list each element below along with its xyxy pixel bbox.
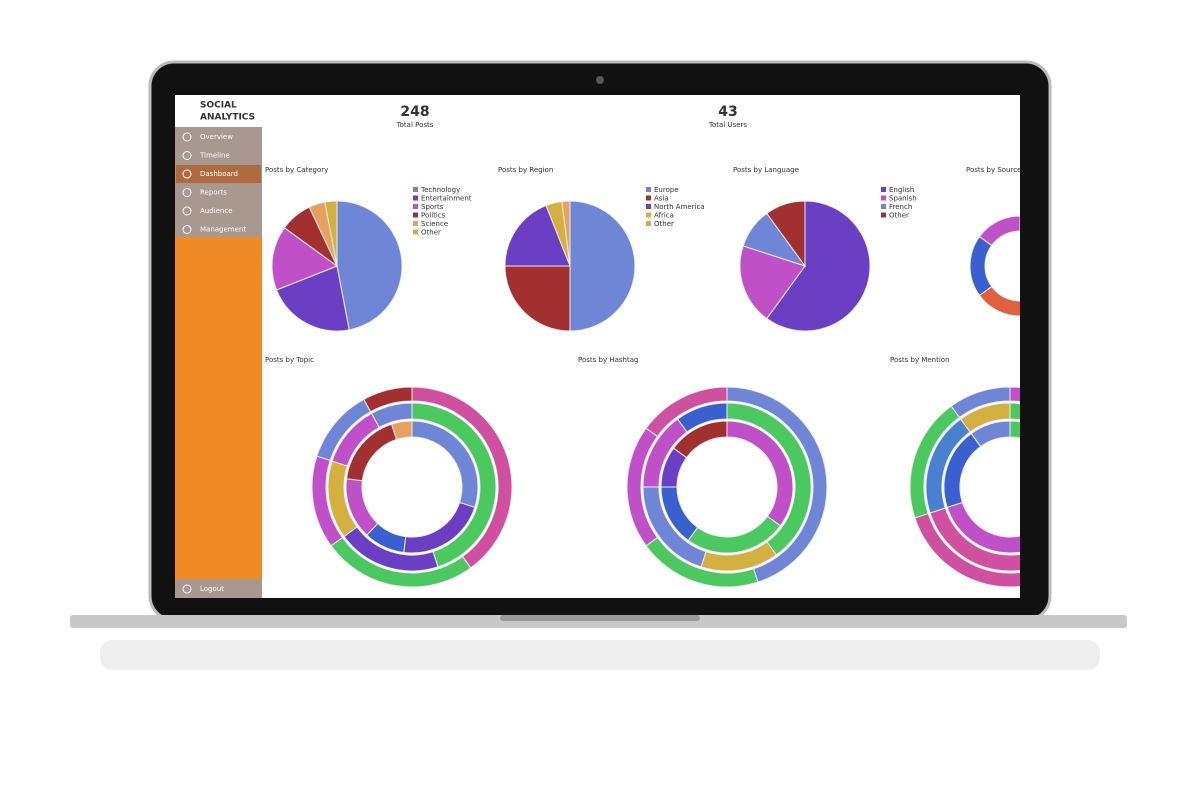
- legend-swatch: [413, 229, 418, 235]
- pie-slice: [766, 200, 806, 268]
- legend-entry[interactable]: Europe: [654, 186, 679, 194]
- sunburst-segment: [959, 402, 1011, 433]
- chart-title: Posts by Region: [498, 166, 553, 174]
- legend-entry[interactable]: Sports: [421, 203, 444, 211]
- legend-entry[interactable]: Science: [421, 220, 448, 228]
- stat-value: 248: [400, 104, 429, 120]
- pie-slice: [504, 265, 571, 332]
- chart-title: Posts by Mention: [890, 356, 950, 364]
- legend-swatch: [881, 204, 886, 209]
- legend-entry[interactable]: Africa: [654, 212, 674, 220]
- legend-swatch: [646, 212, 651, 218]
- sunburst-segment: [970, 420, 1011, 448]
- legend-swatch: [881, 187, 886, 192]
- menu-item[interactable]: Timeline: [199, 152, 230, 160]
- stat-value: 43: [718, 104, 737, 120]
- chart-title: Posts by Category: [265, 166, 328, 174]
- legend-swatch: [413, 204, 418, 209]
- legend-entry[interactable]: English: [889, 186, 914, 194]
- footer-area: [175, 579, 262, 598]
- sunburst-segment: [950, 386, 1011, 419]
- legend-swatch: [646, 221, 651, 226]
- donut-slice: [978, 215, 1020, 247]
- legend-entry[interactable]: Other: [654, 220, 674, 228]
- menu-item[interactable]: Dashboard: [200, 170, 238, 178]
- pie-slice: [504, 204, 571, 267]
- sunburst-segment: [363, 386, 413, 413]
- sunburst-segment: [1009, 402, 1020, 421]
- legend-swatch: [881, 195, 886, 201]
- legend-entry[interactable]: French: [889, 203, 912, 211]
- legend-swatch: [881, 212, 886, 218]
- shadow: [100, 640, 1100, 670]
- legend-swatch: [646, 195, 651, 201]
- pie-slice: [739, 245, 806, 320]
- legend-swatch: [646, 204, 651, 209]
- logout[interactable]: Logout: [200, 585, 224, 593]
- camera: [596, 76, 604, 84]
- menu-item[interactable]: Management: [200, 226, 246, 234]
- brand: ANALYTICS: [200, 113, 255, 123]
- sunburst-segment: [645, 386, 728, 438]
- sunburst-segment: [1009, 420, 1020, 439]
- menu-icon: [182, 151, 192, 160]
- pie-slice: [569, 200, 636, 332]
- legend-entry[interactable]: Spanish: [889, 195, 917, 203]
- brand: SOCIAL: [200, 101, 237, 111]
- legend-entry[interactable]: Other: [421, 229, 441, 237]
- chart-title: Posts by Language: [733, 166, 799, 174]
- menu-active: [176, 165, 261, 183]
- legend-entry[interactable]: Politics: [421, 212, 446, 220]
- menu-icon: [182, 132, 192, 142]
- menu-icon: [182, 225, 192, 234]
- legend-swatch: [413, 187, 418, 192]
- pie-slice: [275, 265, 350, 332]
- legend-swatch: [646, 187, 651, 192]
- pie-slice: [324, 200, 338, 267]
- pie-slice: [766, 200, 871, 332]
- menu-icon: [182, 188, 192, 197]
- menu-item[interactable]: Reports: [200, 189, 227, 197]
- legend-swatch: [413, 212, 418, 218]
- menu-icon: [182, 206, 192, 216]
- legend-entry[interactable]: Other: [889, 212, 909, 220]
- pie-slice: [336, 200, 403, 331]
- sunburst-segment: [390, 420, 413, 441]
- sunburst-segment: [676, 402, 728, 433]
- menu-item[interactable]: Audience: [200, 207, 233, 215]
- sunburst-segment: [672, 420, 728, 459]
- menu-item[interactable]: Overview: [200, 133, 233, 141]
- legend-entry[interactable]: Technology: [420, 186, 460, 194]
- pie-slice: [271, 227, 339, 291]
- chart-title: Posts by Hashtag: [578, 356, 638, 364]
- menu-icon: [182, 169, 192, 179]
- chart-title: Posts by Source: [966, 166, 1021, 174]
- screen: SOCIAL ANALYTICS Logout Overview Timeline…: [175, 95, 1021, 598]
- stat-label: Total Posts: [396, 121, 434, 129]
- legend-entry[interactable]: Entertainment: [421, 195, 472, 203]
- legend-swatch: [413, 221, 418, 226]
- sunburst-segment: [1009, 386, 1020, 403]
- stat-label: Total Users: [708, 121, 748, 129]
- notch: [500, 615, 700, 621]
- logo-area: [175, 95, 262, 127]
- legend-entry[interactable]: Asia: [654, 195, 669, 203]
- menu-icon: [182, 584, 192, 594]
- base: [70, 615, 1127, 628]
- chart-title: Posts by Topic: [265, 356, 314, 364]
- sunburst-segment: [370, 402, 413, 429]
- pie-slice: [561, 200, 571, 267]
- legend-entry[interactable]: North America: [654, 203, 705, 211]
- legend-swatch: [413, 195, 418, 201]
